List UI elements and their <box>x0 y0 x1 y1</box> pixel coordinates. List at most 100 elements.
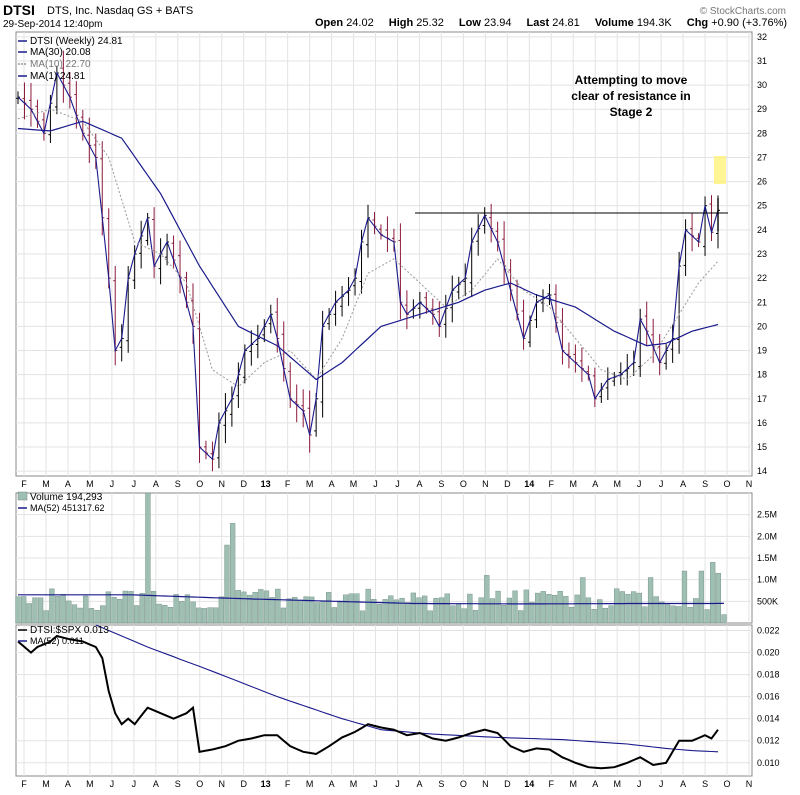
x-tick-label: O <box>196 779 203 789</box>
quote-bar: Open 24.02 High 25.32 Low 23.94 Last 24.… <box>315 17 799 29</box>
volume-bar <box>393 599 400 624</box>
volume-bar <box>162 604 168 624</box>
y-tick-label: 20 <box>757 321 767 331</box>
x-tick-label: S <box>438 779 444 789</box>
legend-entry: MA(1) 24.81 <box>30 71 85 82</box>
x-tick-label: A <box>329 779 335 789</box>
y-tick-label: 0.014 <box>757 714 780 724</box>
volume-bar <box>704 609 710 624</box>
x-tick-label: F <box>285 779 291 789</box>
volume-bar <box>551 595 558 624</box>
x-tick-label: M <box>42 479 50 489</box>
x-tick-label: S <box>702 479 708 489</box>
y-tick-label: 0.016 <box>757 692 780 702</box>
x-tick-label: M <box>86 779 94 789</box>
brand-logo: © StockCharts.com <box>699 6 786 17</box>
open-value: 24.02 <box>346 17 374 29</box>
x-tick-label: N <box>746 479 753 489</box>
chg-value: +0.90 (+3.76%) <box>711 17 788 29</box>
last-bar-highlight <box>714 156 726 184</box>
x-tick-label: N <box>482 779 489 789</box>
volume-bar <box>15 596 21 624</box>
x-tick-label: O <box>460 479 467 489</box>
x-tick-label: 13 <box>261 479 271 489</box>
volume-bar <box>478 597 484 624</box>
y-tick-label: 0.010 <box>757 758 780 768</box>
legend-entry: MA(52) 0.011 <box>30 636 84 646</box>
y-tick-label: 29 <box>757 104 767 114</box>
volume-bar <box>506 597 512 624</box>
y-tick-label: 23 <box>757 249 767 259</box>
volume-bar <box>133 605 140 624</box>
x-tick-label: A <box>65 779 71 789</box>
x-tick-label: J <box>659 779 664 789</box>
volume-bar <box>625 593 631 624</box>
company-label: DTS, Inc. <box>47 5 93 17</box>
y-tick-label: 0.020 <box>757 648 780 658</box>
volume-bar <box>241 591 247 624</box>
x-tick-label: N <box>746 779 753 789</box>
volume-bar <box>66 600 72 624</box>
annotation-text: Stage 2 <box>610 105 653 119</box>
volume-bar <box>438 597 445 624</box>
volume-bar <box>534 592 541 624</box>
volume-bar <box>331 607 337 624</box>
ma1-line <box>17 71 719 461</box>
x-tick-label: A <box>153 779 159 789</box>
x-tick-label: M <box>350 479 358 489</box>
company-name: DTS, Inc. Nasdaq GS + BATS <box>47 5 193 17</box>
x-tick-label: A <box>416 779 422 789</box>
ticker-symbol: DTSI <box>3 2 35 18</box>
x-tick-label: A <box>153 479 159 489</box>
volume-bar <box>201 608 208 624</box>
volume-bar <box>591 609 597 624</box>
y-tick-label: 31 <box>757 56 767 66</box>
volume-bar <box>100 605 106 624</box>
y-tick-label: 25 <box>757 201 767 211</box>
x-tick-label: J <box>110 479 115 489</box>
x-tick-label: J <box>659 479 664 489</box>
x-tick-label: F <box>21 479 27 489</box>
volume-bar <box>670 605 676 624</box>
volume-bar <box>546 593 552 624</box>
volume-bar <box>326 592 332 624</box>
y-tick-label: 15 <box>757 442 767 452</box>
volume-bar <box>26 603 32 624</box>
volume-bar <box>512 590 518 624</box>
open-label: Open <box>315 17 344 29</box>
x-tick-label: D <box>504 479 511 489</box>
x-tick-label: M <box>613 779 621 789</box>
x-tick-label: J <box>373 779 378 789</box>
x-tick-label: O <box>460 779 467 789</box>
volume-bar <box>608 605 614 624</box>
x-tick-label: O <box>196 479 203 489</box>
x-tick-label: S <box>702 779 708 789</box>
y-tick-label: 27 <box>757 152 767 162</box>
x-tick-label: J <box>373 479 378 489</box>
volume-bar <box>229 523 236 624</box>
volume-bar <box>698 570 705 624</box>
legend-entry: MA(52) 451317.62 <box>30 503 105 513</box>
x-tick-label: S <box>175 479 181 489</box>
volume-bar <box>518 610 524 624</box>
x-tick-label: F <box>549 779 555 789</box>
x-tick-label: 14 <box>524 479 534 489</box>
volume-bar <box>472 610 479 624</box>
volume-bar <box>659 601 665 624</box>
volume-bar <box>597 599 603 624</box>
volume-bar <box>60 594 66 624</box>
volume-bar <box>721 614 727 624</box>
y-tick-label: 18 <box>757 370 767 380</box>
volume-bar <box>427 610 433 624</box>
volume-bar <box>676 606 682 624</box>
volume-bar <box>71 604 78 624</box>
x-tick-label: A <box>416 479 422 489</box>
volume-bar <box>359 610 366 624</box>
x-tick-label: S <box>438 479 444 489</box>
x-tick-label: 13 <box>261 779 271 789</box>
volume-bar <box>314 602 320 624</box>
y-tick-label: 0.012 <box>757 736 780 746</box>
ma30-line <box>17 120 719 381</box>
x-tick-label: M <box>86 479 94 489</box>
